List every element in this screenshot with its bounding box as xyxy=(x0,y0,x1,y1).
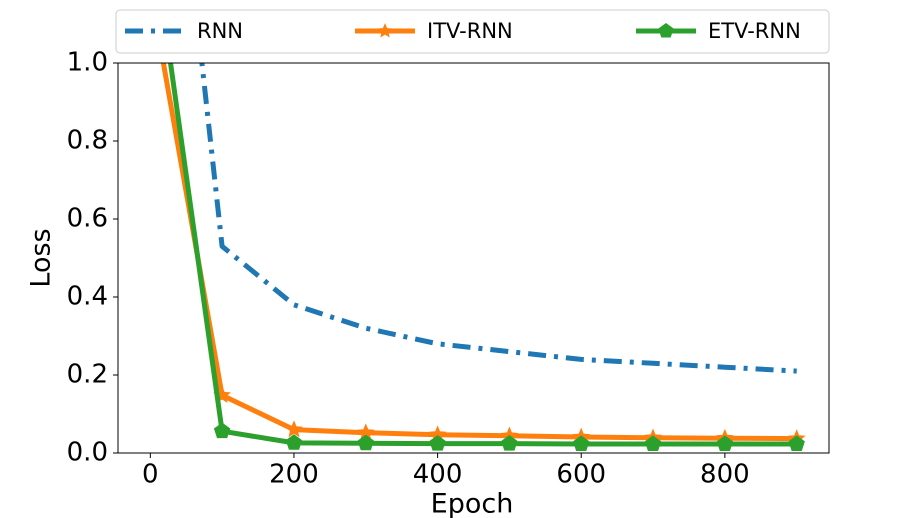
y-tick-label: 0.2 xyxy=(67,360,108,390)
point-marker xyxy=(285,420,303,438)
point-marker xyxy=(357,434,374,451)
y-axis-label: Loss xyxy=(26,228,57,287)
x-tick-label: 600 xyxy=(556,460,606,490)
y-tick-label: 0.8 xyxy=(67,126,108,156)
legend-marker xyxy=(377,23,393,38)
y-tick-label: 0.4 xyxy=(67,282,108,312)
data-layer xyxy=(160,63,806,451)
legend-label: RNN xyxy=(197,19,243,43)
point-marker xyxy=(429,434,446,451)
x-tick-label: 400 xyxy=(413,460,463,490)
point-marker xyxy=(788,435,805,451)
plot-frame xyxy=(117,62,830,454)
legend-label: ETV-RNN xyxy=(708,19,801,43)
legend-box xyxy=(115,9,830,54)
legend-marker xyxy=(658,23,674,38)
y-tick-label: 0.0 xyxy=(67,438,108,468)
legend-label: ITV-RNN xyxy=(427,19,513,43)
point-marker xyxy=(573,435,590,451)
x-tick-label: 800 xyxy=(700,460,750,490)
y-tick-label: 1.0 xyxy=(67,48,108,78)
series-line xyxy=(199,63,797,374)
point-marker xyxy=(716,435,734,451)
y-tick-label: 0.6 xyxy=(67,204,108,234)
x-axis-label: Epoch xyxy=(431,489,514,518)
point-marker xyxy=(285,434,303,450)
x-tick-label: 0 xyxy=(142,460,159,490)
x-tick-label: 200 xyxy=(269,460,319,490)
point-marker xyxy=(644,435,662,451)
series-line xyxy=(160,63,797,442)
series-line xyxy=(167,63,797,447)
point-marker xyxy=(213,422,231,439)
point-marker xyxy=(501,434,518,451)
legend: RNN ITV-RNN ETV-RNN xyxy=(125,19,801,43)
